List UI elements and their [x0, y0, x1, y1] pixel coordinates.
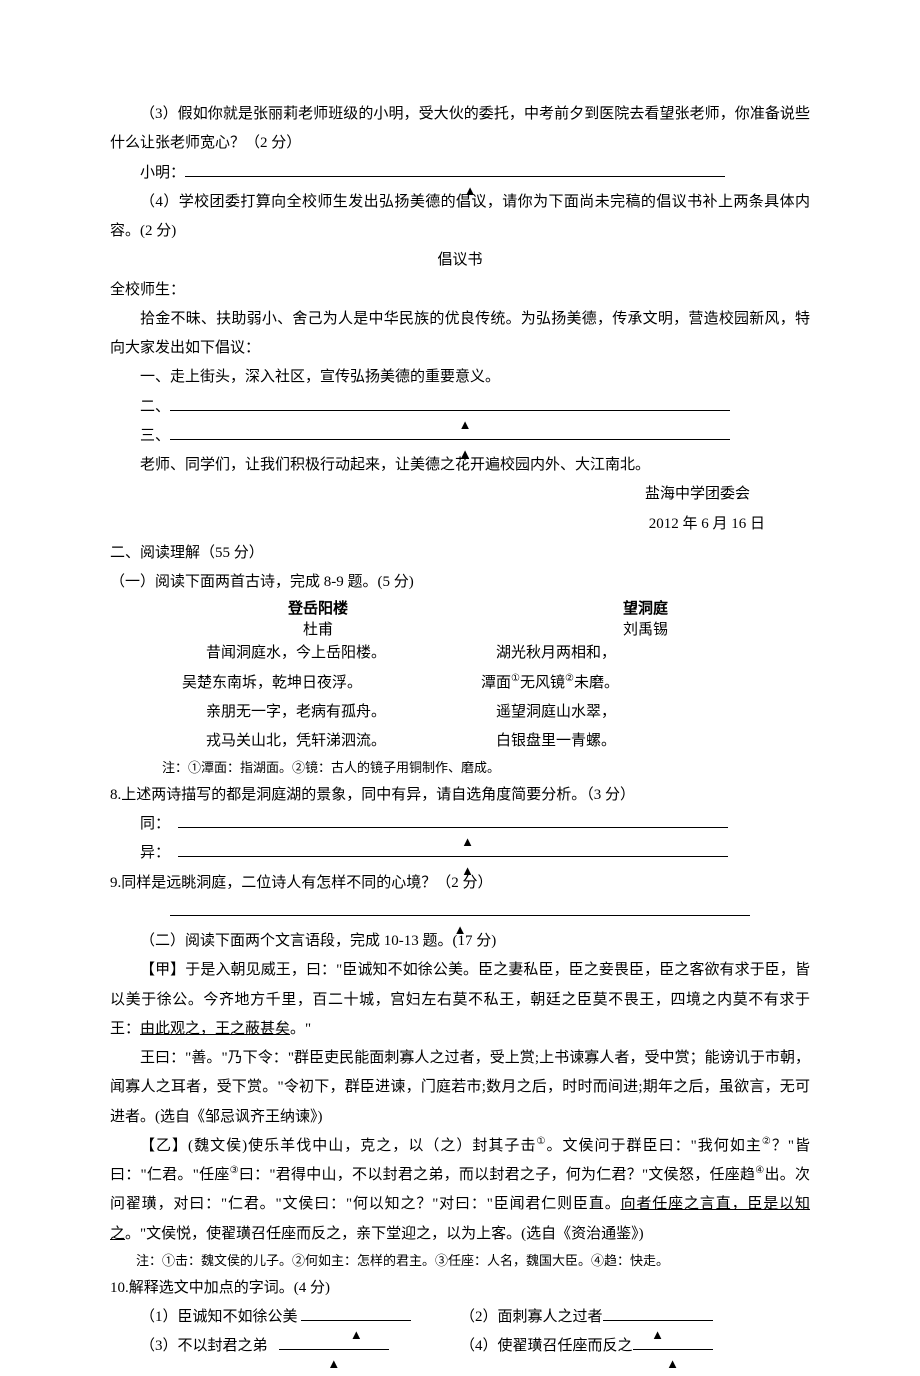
q4-addressee: 全校师生：: [110, 276, 810, 305]
poem-note: 注：①潭面：指湖面。②镜：古人的镜子用铜制作、磨成。: [110, 756, 810, 781]
q10-d-blank[interactable]: ▲: [633, 1349, 713, 1350]
q8-diff-label: 异：: [140, 845, 170, 861]
yi-1: 【乙】(魏文侯)使乐羊伐中山，克之，以（之）封其子击①。文侯问于群臣曰："我何如…: [110, 1132, 810, 1249]
section2-part1: （一）阅读下面两首古诗，完成 8-9 题。(5 分): [110, 568, 810, 597]
poem-r-4: 白银盘里一青螺。: [481, 727, 810, 756]
triangle-icon: ▲: [434, 178, 477, 203]
triangle-icon: ▲: [431, 829, 474, 854]
q4-title: 倡议书: [110, 246, 810, 275]
poem-l-4: 戎马关山北，凭轩涕泗流。: [110, 727, 481, 756]
q8-same-blank[interactable]: ▲: [178, 827, 728, 828]
poem-row-2: 吴楚东南坼，乾坤日夜浮。 潭面①无风镜②未磨。: [110, 669, 810, 698]
poem-row-1: 昔闻洞庭水，今上岳阳楼。 湖光秋月两相和，: [110, 639, 810, 668]
section2-heading: 二、阅读理解（55 分）: [110, 539, 810, 568]
q4-sign: 盐海中学团委会: [110, 480, 810, 509]
q3-label: 小明：: [140, 165, 185, 181]
triangle-icon: ▲: [431, 858, 474, 883]
jia-1: 【甲】于是入朝见威王，曰："臣诚知不如徐公美。臣之妻私臣，臣之妾畏臣，臣之客欲有…: [110, 956, 810, 1044]
triangle-icon: ▲: [666, 1351, 679, 1376]
q8-text: 8.上述两诗描写的都是洞庭湖的景象，同中有异，请自选角度简要分析。（3 分）: [110, 781, 810, 810]
q9-blank[interactable]: ▲: [170, 915, 750, 916]
poem-l-2: 吴楚东南坼，乾坤日夜浮。: [110, 669, 481, 698]
poem-r-3: 遥望洞庭山水翠，: [481, 698, 810, 727]
triangle-icon: ▲: [454, 917, 467, 942]
poem-row-4: 戎马关山北，凭轩涕泗流。 白银盘里一青螺。: [110, 727, 810, 756]
triangle-icon: ▲: [651, 1322, 664, 1347]
poem-r-author: 刘禹锡: [481, 618, 810, 639]
poem-author-row: 杜甫 刘禹锡: [110, 618, 810, 639]
q3-answer-row: 小明：▲: [110, 159, 810, 188]
q10-c: （3）不以封君之弟 ▲: [110, 1332, 460, 1361]
poem-r-1: 湖光秋月两相和，: [481, 639, 810, 668]
q4-item2-row: 二、▲: [110, 393, 810, 422]
triangle-icon: ▲: [429, 412, 472, 437]
q10-b: （2）面刺寡人之过者▲: [460, 1303, 810, 1332]
poem-title-row: 登岳阳楼 望洞庭: [110, 597, 810, 618]
item3-prefix: 三、: [140, 428, 170, 444]
q3-blank[interactable]: ▲: [185, 176, 725, 177]
q4-item3-blank[interactable]: ▲: [170, 439, 730, 440]
q8-diff-blank[interactable]: ▲: [178, 856, 728, 857]
q10-a-blank[interactable]: ▲: [301, 1320, 411, 1321]
poem-r-title: 望洞庭: [481, 597, 810, 618]
poem-l-3: 亲朋无一字，老病有孤舟。: [110, 698, 481, 727]
q4-date: 2012 年 6 月 16 日: [110, 510, 810, 539]
q10-b-blank[interactable]: ▲: [603, 1320, 713, 1321]
q4-body1: 拾金不昧、扶助弱小、舍己为人是中华民族的优良传统。为弘扬美德，传承文明，营造校园…: [110, 305, 810, 364]
q3-text: （3）假如你就是张丽莉老师班级的小明，受大伙的委托，中考前夕到医院去看望张老师，…: [110, 100, 810, 159]
q4-item1: 一、走上街头，深入社区，宣传弘扬美德的重要意义。: [110, 363, 810, 392]
q10-d: （4）使翟璜召任座而反之▲: [460, 1332, 810, 1361]
triangle-icon: ▲: [327, 1351, 340, 1376]
poem-r-2: 潭面①无风镜②未磨。: [481, 669, 810, 698]
q10-text: 10.解释选文中加点的字词。(4 分): [110, 1274, 810, 1303]
q4-item2-blank[interactable]: ▲: [170, 410, 730, 411]
q10-row1: （1）臣诚知不如徐公美 ▲ （2）面刺寡人之过者▲: [110, 1303, 810, 1332]
q10-row2: （3）不以封君之弟 ▲ （4）使翟璜召任座而反之▲: [110, 1332, 810, 1361]
poem-l-author: 杜甫: [110, 618, 481, 639]
poem-l-1: 昔闻洞庭水，今上岳阳楼。: [110, 639, 481, 668]
triangle-icon: ▲: [429, 441, 472, 466]
q8-same-label: 同：: [140, 816, 170, 832]
q9-blank-row: ▲: [110, 898, 810, 927]
q8-same-row: 同： ▲: [110, 810, 810, 839]
poem-row-3: 亲朋无一字，老病有孤舟。 遥望洞庭山水翠，: [110, 698, 810, 727]
q10-c-blank[interactable]: ▲: [279, 1349, 389, 1350]
triangle-icon: ▲: [350, 1322, 363, 1347]
item2-prefix: 二、: [140, 399, 170, 415]
jia-2: 王曰："善。"乃下令："群臣吏民能面刺寡人之过者，受上赏;上书谏寡人者，受中赏；…: [110, 1044, 810, 1132]
part2-note: 注：①击：魏文侯的儿子。②何如主：怎样的君主。③任座：人名，魏国大臣。④趋：快走…: [110, 1249, 810, 1274]
poem-l-title: 登岳阳楼: [110, 597, 481, 618]
q10-a: （1）臣诚知不如徐公美 ▲: [110, 1303, 460, 1332]
jia-underline: 由此观之，王之蔽甚矣: [140, 1021, 290, 1037]
